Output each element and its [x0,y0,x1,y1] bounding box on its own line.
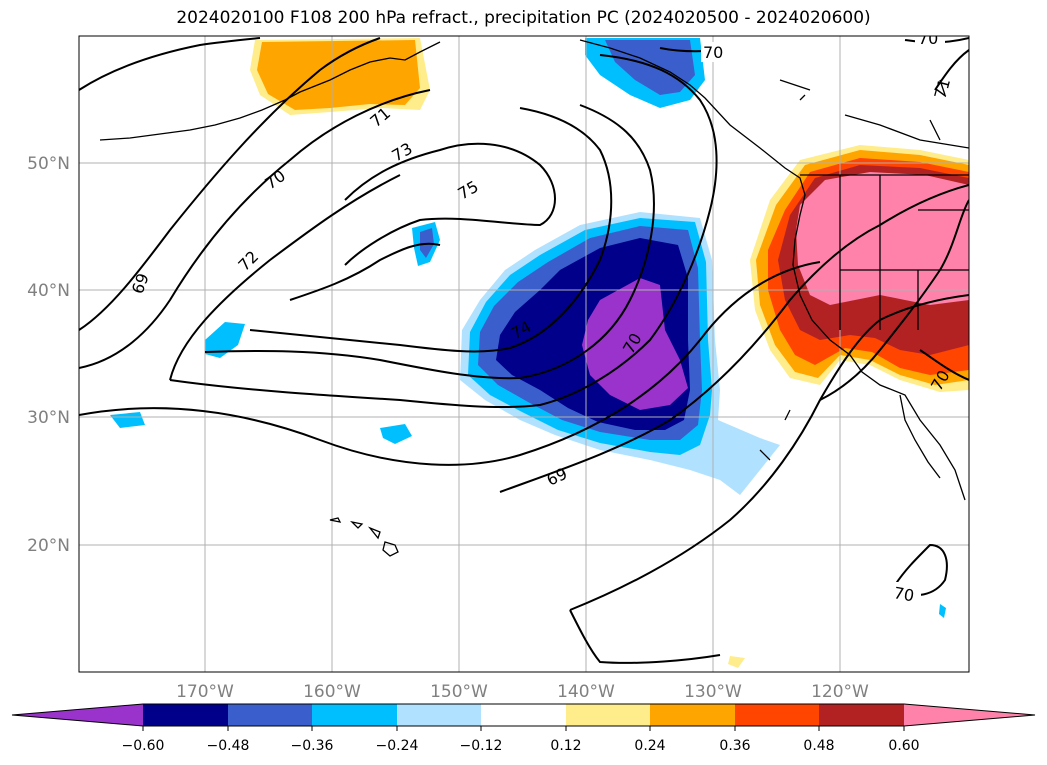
colorbar-swatch [735,704,819,726]
colorbar-tick-label: −0.36 [291,738,334,754]
lat-label: 30°N [27,408,70,428]
positive-anomaly-alaska [250,38,430,115]
colorbar-tick-label: 0.12 [550,738,581,754]
colorbar-tick-label: 0.60 [888,738,919,754]
map-gridlines [79,36,969,672]
lat-label: 50°N [27,154,70,174]
colorbar-tick-label: 0.24 [634,738,665,754]
colorbar-swatch [904,704,1035,726]
contour-label: 71 [931,76,955,101]
colorbar-swatch [566,704,650,726]
colorbar-tick-label: −0.48 [207,738,250,754]
colorbar-tick-label: −0.12 [460,738,503,754]
lon-label: 160°W [303,682,361,702]
map-frame [78,35,970,673]
contour-label: 70 [703,43,723,62]
lon-label: 130°W [684,682,742,702]
lon-label: 140°W [557,682,615,702]
latitude-labels: 50°N 40°N 30°N 20°N [27,154,70,556]
colorbar-swatch [481,704,566,726]
positive-anomaly-west-us [750,145,969,392]
colorbar-swatch [12,704,143,726]
lon-label: 120°W [811,682,869,702]
colorbar-swatch [819,704,904,726]
colorbar-tick-label: 0.36 [719,738,750,754]
colorbar-swatch [650,704,735,726]
colorbar-tick-label: −0.24 [376,738,419,754]
colorbar-tick-label: 0.48 [803,738,834,754]
colorbar-swatch [312,704,397,726]
colorbar-tick-label: −0.60 [122,738,165,754]
contour-label: 70 [918,29,938,48]
colorbar-swatch [143,704,228,726]
negative-anomaly-central [460,212,780,495]
lat-label: 40°N [27,281,70,301]
map-panel: 70 70 71 71 73 70 75 72 69 74 70 69 70 7… [79,29,969,672]
coastlines [99,39,969,557]
colorbar: −0.60 −0.48 −0.36 −0.24 −0.12 0.12 0.24 … [11,703,1036,754]
lon-label: 170°W [176,682,234,702]
colorbar-swatch [228,704,312,726]
figure-title: 2024020100 F108 200 hPa refract., precip… [176,8,871,28]
colorbar-swatch [397,704,481,726]
longitude-labels: 170°W 160°W 150°W 140°W 130°W 120°W [176,682,869,702]
lon-label: 150°W [430,682,488,702]
lat-label: 20°N [27,536,70,556]
contour-label: 70 [892,583,915,605]
refractivity-contours [79,37,969,664]
